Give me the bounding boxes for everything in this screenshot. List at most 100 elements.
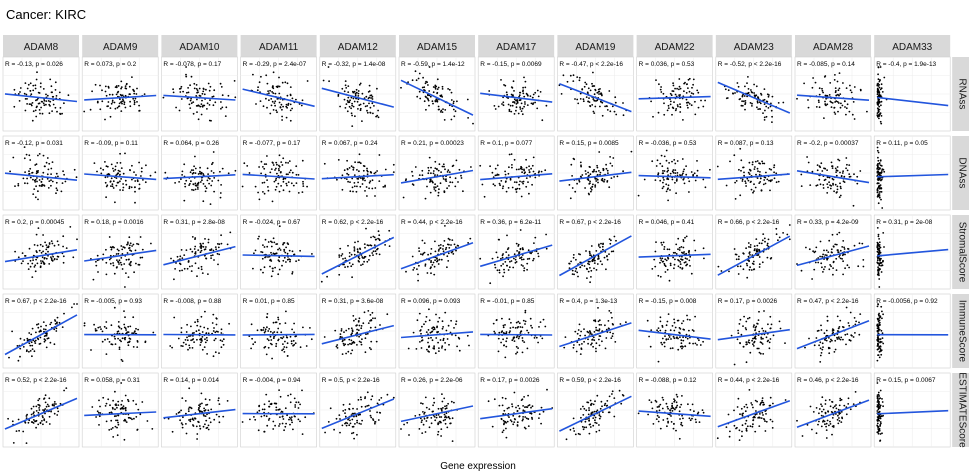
regression-line	[321, 236, 395, 275]
data-point	[498, 271, 501, 274]
data-point	[213, 259, 215, 261]
data-point	[688, 103, 691, 105]
data-point	[228, 322, 231, 325]
data-point	[446, 266, 448, 269]
data-point	[264, 238, 267, 241]
data-point	[181, 170, 184, 173]
data-point	[411, 170, 413, 173]
data-point	[54, 319, 56, 321]
data-point	[742, 252, 745, 255]
data-point	[820, 329, 823, 331]
data-point	[876, 259, 879, 262]
data-point	[54, 81, 57, 84]
data-point	[671, 178, 674, 181]
data-point	[45, 346, 48, 349]
data-point	[342, 258, 344, 260]
data-point	[438, 317, 441, 319]
data-point	[825, 254, 828, 257]
data-point	[206, 167, 209, 170]
data-point	[121, 248, 124, 251]
data-point	[688, 329, 690, 332]
data-point	[846, 163, 848, 166]
data-point	[820, 352, 823, 354]
data-point	[15, 430, 18, 432]
data-point	[682, 240, 685, 243]
data-point	[427, 99, 430, 102]
data-point	[848, 164, 851, 167]
data-point	[532, 156, 535, 159]
regression-line	[4, 314, 78, 356]
data-point	[879, 268, 881, 270]
data-point	[207, 173, 210, 176]
data-point	[95, 264, 98, 267]
data-point	[46, 177, 49, 180]
data-point	[34, 87, 37, 90]
data-point	[194, 245, 197, 248]
data-point	[862, 265, 865, 268]
data-point	[453, 243, 456, 246]
data-point	[586, 268, 588, 271]
data-point	[541, 119, 544, 122]
data-point	[345, 178, 348, 181]
data-point	[345, 329, 348, 332]
data-point	[826, 315, 829, 318]
data-point	[280, 185, 282, 187]
data-point	[583, 328, 585, 330]
data-point	[274, 188, 277, 191]
data-point	[346, 172, 348, 175]
data-point	[768, 179, 770, 182]
data-point	[43, 104, 46, 107]
regression-line	[480, 333, 553, 336]
data-point	[845, 167, 847, 170]
data-point	[55, 327, 58, 330]
data-point	[759, 108, 761, 110]
data-point	[130, 186, 133, 189]
data-point	[133, 90, 136, 93]
data-point	[267, 189, 270, 192]
data-point	[821, 266, 823, 269]
data-point	[768, 347, 771, 350]
data-point	[56, 258, 58, 261]
data-point	[523, 95, 526, 98]
data-point	[49, 323, 52, 326]
data-point	[204, 341, 207, 344]
data-point	[754, 160, 757, 163]
data-point	[62, 235, 65, 238]
data-point	[43, 335, 46, 337]
data-point	[344, 257, 347, 260]
data-point	[590, 276, 592, 278]
data-point	[274, 169, 276, 171]
data-point	[127, 276, 130, 278]
column-label: ADAM10	[179, 42, 219, 53]
data-point	[882, 342, 885, 345]
data-point	[766, 242, 769, 245]
data-point	[753, 92, 755, 94]
data-point	[751, 105, 753, 107]
data-point	[104, 85, 107, 88]
data-point	[276, 331, 279, 334]
data-point	[445, 180, 448, 183]
data-point	[834, 348, 837, 351]
data-point	[45, 405, 48, 408]
data-point	[762, 337, 764, 340]
data-point	[425, 316, 428, 318]
data-point	[491, 171, 494, 174]
data-point	[117, 414, 119, 417]
data-point	[757, 108, 760, 110]
data-point	[428, 156, 431, 159]
data-point	[19, 87, 22, 89]
data-point	[206, 179, 209, 182]
data-point	[37, 154, 39, 157]
data-point	[287, 102, 290, 105]
data-point	[434, 86, 437, 89]
data-point	[173, 278, 175, 281]
data-point	[355, 91, 358, 94]
data-point	[876, 107, 879, 110]
data-point	[837, 327, 840, 330]
data-point	[669, 172, 672, 175]
data-point	[737, 265, 739, 268]
data-point	[129, 105, 132, 108]
data-point	[207, 273, 209, 275]
data-point	[195, 184, 198, 187]
data-point	[119, 339, 121, 342]
